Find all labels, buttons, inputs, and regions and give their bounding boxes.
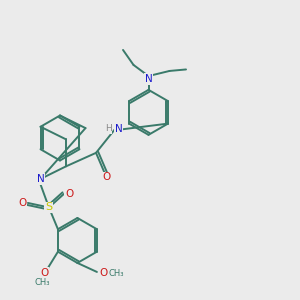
Text: N: N (115, 124, 122, 134)
Text: O: O (65, 189, 74, 199)
Text: H: H (105, 124, 112, 133)
Text: O: O (102, 172, 111, 182)
Text: O: O (99, 268, 108, 278)
Text: S: S (45, 202, 52, 212)
Text: CH₃: CH₃ (109, 269, 124, 278)
Text: N: N (37, 174, 44, 184)
Text: O: O (18, 198, 27, 208)
Text: N: N (145, 74, 152, 84)
Text: CH₃: CH₃ (34, 278, 50, 287)
Text: O: O (40, 268, 49, 278)
